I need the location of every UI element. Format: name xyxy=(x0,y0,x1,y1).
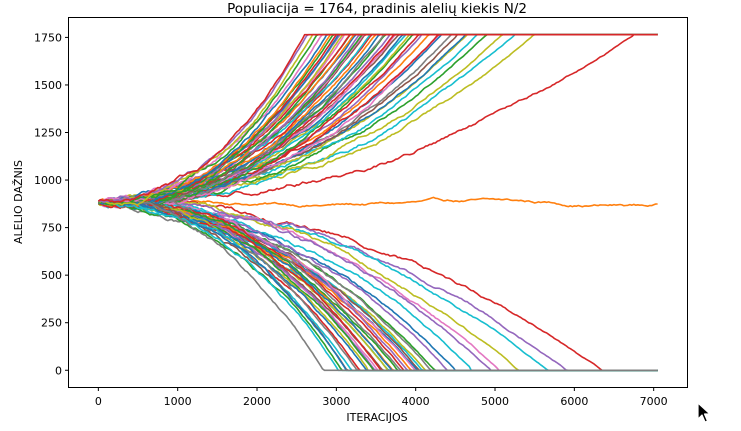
y-tick-label: 1000 xyxy=(34,174,62,187)
series-line xyxy=(98,33,658,206)
x-tick-label: 2000 xyxy=(243,395,271,408)
chart-title: Populiacija = 1764, pradinis alelių kiek… xyxy=(227,1,527,17)
x-tick-label: 4000 xyxy=(402,395,430,408)
series-lines xyxy=(97,33,658,372)
x-axis-label: ITERACIJOS xyxy=(346,411,407,424)
x-tick-label: 1000 xyxy=(164,395,192,408)
y-tick-label: 750 xyxy=(41,222,62,235)
x-tick-label: 0 xyxy=(95,395,102,408)
y-tick-label: 1750 xyxy=(34,31,62,44)
y-tick-label: 0 xyxy=(55,364,62,377)
y-tick-label: 250 xyxy=(41,317,62,330)
y-tick-label: 500 xyxy=(41,269,62,282)
x-tick-label: 3000 xyxy=(322,395,350,408)
x-tick-label: 6000 xyxy=(560,395,588,408)
x-axis: 0 1000 2000 3000 4000 5000 6000 7000 xyxy=(95,387,668,408)
y-tick-label: 1500 xyxy=(34,79,62,92)
y-tick-label: 1250 xyxy=(34,127,62,140)
x-tick-label: 7000 xyxy=(640,395,668,408)
x-tick-label: 5000 xyxy=(481,395,509,408)
y-axis: 0 250 500 750 1000 1250 1500 1750 xyxy=(34,31,69,377)
series-line xyxy=(98,198,658,372)
plot-frame xyxy=(68,17,688,388)
mouse-pointer-icon xyxy=(697,402,711,423)
series-line xyxy=(98,198,658,372)
series-line xyxy=(97,33,658,203)
y-axis-label: ALELIO DAŽNIS xyxy=(12,160,25,244)
